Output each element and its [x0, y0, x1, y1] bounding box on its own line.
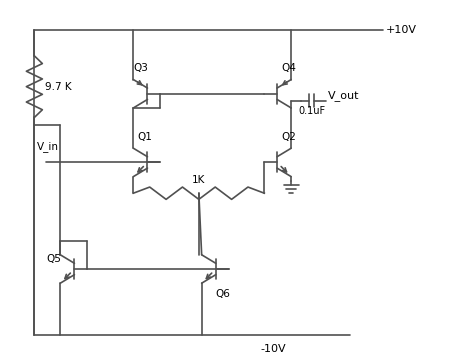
- Text: Q5: Q5: [46, 254, 61, 264]
- Text: Q3: Q3: [133, 63, 148, 73]
- Text: V_in: V_in: [36, 141, 59, 152]
- Text: +10V: +10V: [385, 25, 417, 35]
- Text: Q6: Q6: [215, 289, 230, 299]
- Text: Q1: Q1: [137, 132, 152, 142]
- Text: 1K: 1K: [192, 175, 206, 185]
- Text: Q2: Q2: [281, 132, 296, 142]
- Text: V_out: V_out: [328, 91, 359, 101]
- Text: Q4: Q4: [281, 63, 296, 73]
- Text: 0.1uF: 0.1uF: [299, 106, 326, 116]
- Text: 9.7 K: 9.7 K: [45, 82, 72, 92]
- Text: -10V: -10V: [261, 344, 286, 354]
